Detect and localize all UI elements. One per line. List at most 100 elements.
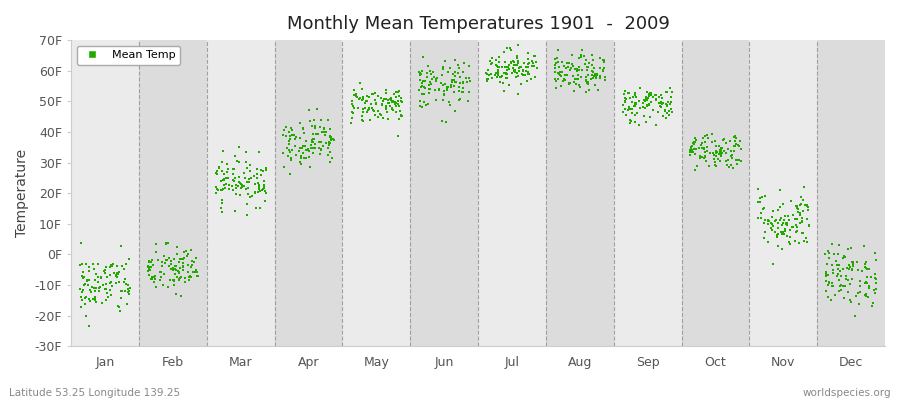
Point — [307, 136, 321, 142]
Point — [616, 102, 630, 108]
Point — [314, 146, 328, 153]
Point — [508, 68, 523, 75]
Point — [825, 283, 840, 290]
Point — [641, 95, 655, 102]
Point — [844, 299, 859, 306]
Point — [278, 133, 293, 139]
Point — [448, 69, 463, 76]
Point — [106, 260, 121, 267]
Point — [321, 142, 336, 148]
Point — [554, 68, 569, 75]
Point — [228, 208, 242, 214]
Point — [436, 64, 450, 70]
Point — [579, 74, 593, 80]
Point — [217, 176, 231, 182]
Point — [853, 289, 868, 296]
Point — [642, 102, 656, 108]
Point — [172, 276, 186, 282]
Point — [114, 287, 129, 294]
Point — [858, 292, 872, 298]
Point — [791, 209, 806, 215]
Point — [752, 199, 767, 206]
Point — [724, 162, 738, 168]
Point — [373, 111, 387, 117]
Point — [778, 212, 793, 219]
Point — [153, 277, 167, 283]
Point — [416, 78, 430, 84]
Point — [429, 78, 444, 84]
Point — [85, 284, 99, 290]
Y-axis label: Temperature: Temperature — [15, 149, 29, 237]
Point — [480, 69, 494, 76]
Point — [413, 72, 428, 78]
Point — [824, 280, 839, 286]
Point — [190, 273, 204, 279]
Point — [380, 109, 394, 115]
Point — [505, 70, 519, 77]
Point — [440, 84, 454, 90]
Point — [713, 148, 727, 155]
Point — [119, 281, 133, 288]
Point — [176, 256, 190, 262]
Bar — [71, 40, 139, 346]
Point — [563, 64, 578, 71]
Point — [284, 132, 299, 138]
Point — [306, 130, 320, 137]
Point — [771, 231, 786, 237]
Point — [627, 103, 642, 110]
Point — [831, 251, 845, 258]
Point — [644, 92, 658, 98]
Point — [497, 49, 511, 55]
Point — [494, 74, 508, 81]
Point — [247, 173, 261, 179]
Point — [446, 83, 461, 90]
Point — [256, 186, 270, 192]
Point — [644, 90, 658, 96]
Point — [294, 154, 309, 161]
Point — [795, 215, 809, 221]
Point — [226, 166, 240, 173]
Point — [305, 136, 320, 143]
Point — [141, 264, 156, 270]
Point — [72, 262, 86, 268]
Point — [433, 80, 447, 86]
Point — [356, 96, 371, 102]
Point — [100, 274, 114, 280]
Point — [282, 138, 296, 144]
Point — [784, 198, 798, 204]
Point — [843, 264, 858, 270]
Point — [248, 181, 262, 187]
Point — [652, 103, 667, 109]
Point — [714, 144, 728, 151]
Point — [239, 149, 254, 155]
Point — [700, 148, 715, 154]
Point — [282, 141, 296, 147]
Point — [574, 54, 589, 60]
Point — [452, 65, 466, 71]
Point — [374, 112, 388, 118]
Point — [104, 262, 119, 268]
Point — [493, 74, 508, 80]
Point — [728, 141, 742, 147]
Point — [360, 109, 374, 115]
Point — [643, 113, 657, 120]
Point — [652, 100, 667, 106]
Point — [698, 139, 713, 145]
Point — [232, 158, 247, 165]
Point — [590, 72, 604, 78]
Point — [832, 288, 847, 294]
Point — [210, 170, 224, 177]
Point — [221, 174, 236, 181]
Point — [322, 140, 337, 147]
Point — [698, 132, 712, 139]
Point — [444, 82, 458, 88]
Point — [528, 74, 543, 80]
Point — [642, 101, 656, 107]
Point — [727, 132, 742, 139]
Point — [359, 98, 374, 104]
Point — [709, 143, 724, 150]
Point — [181, 251, 195, 257]
Point — [358, 98, 373, 104]
Point — [191, 272, 205, 279]
Point — [550, 55, 564, 61]
